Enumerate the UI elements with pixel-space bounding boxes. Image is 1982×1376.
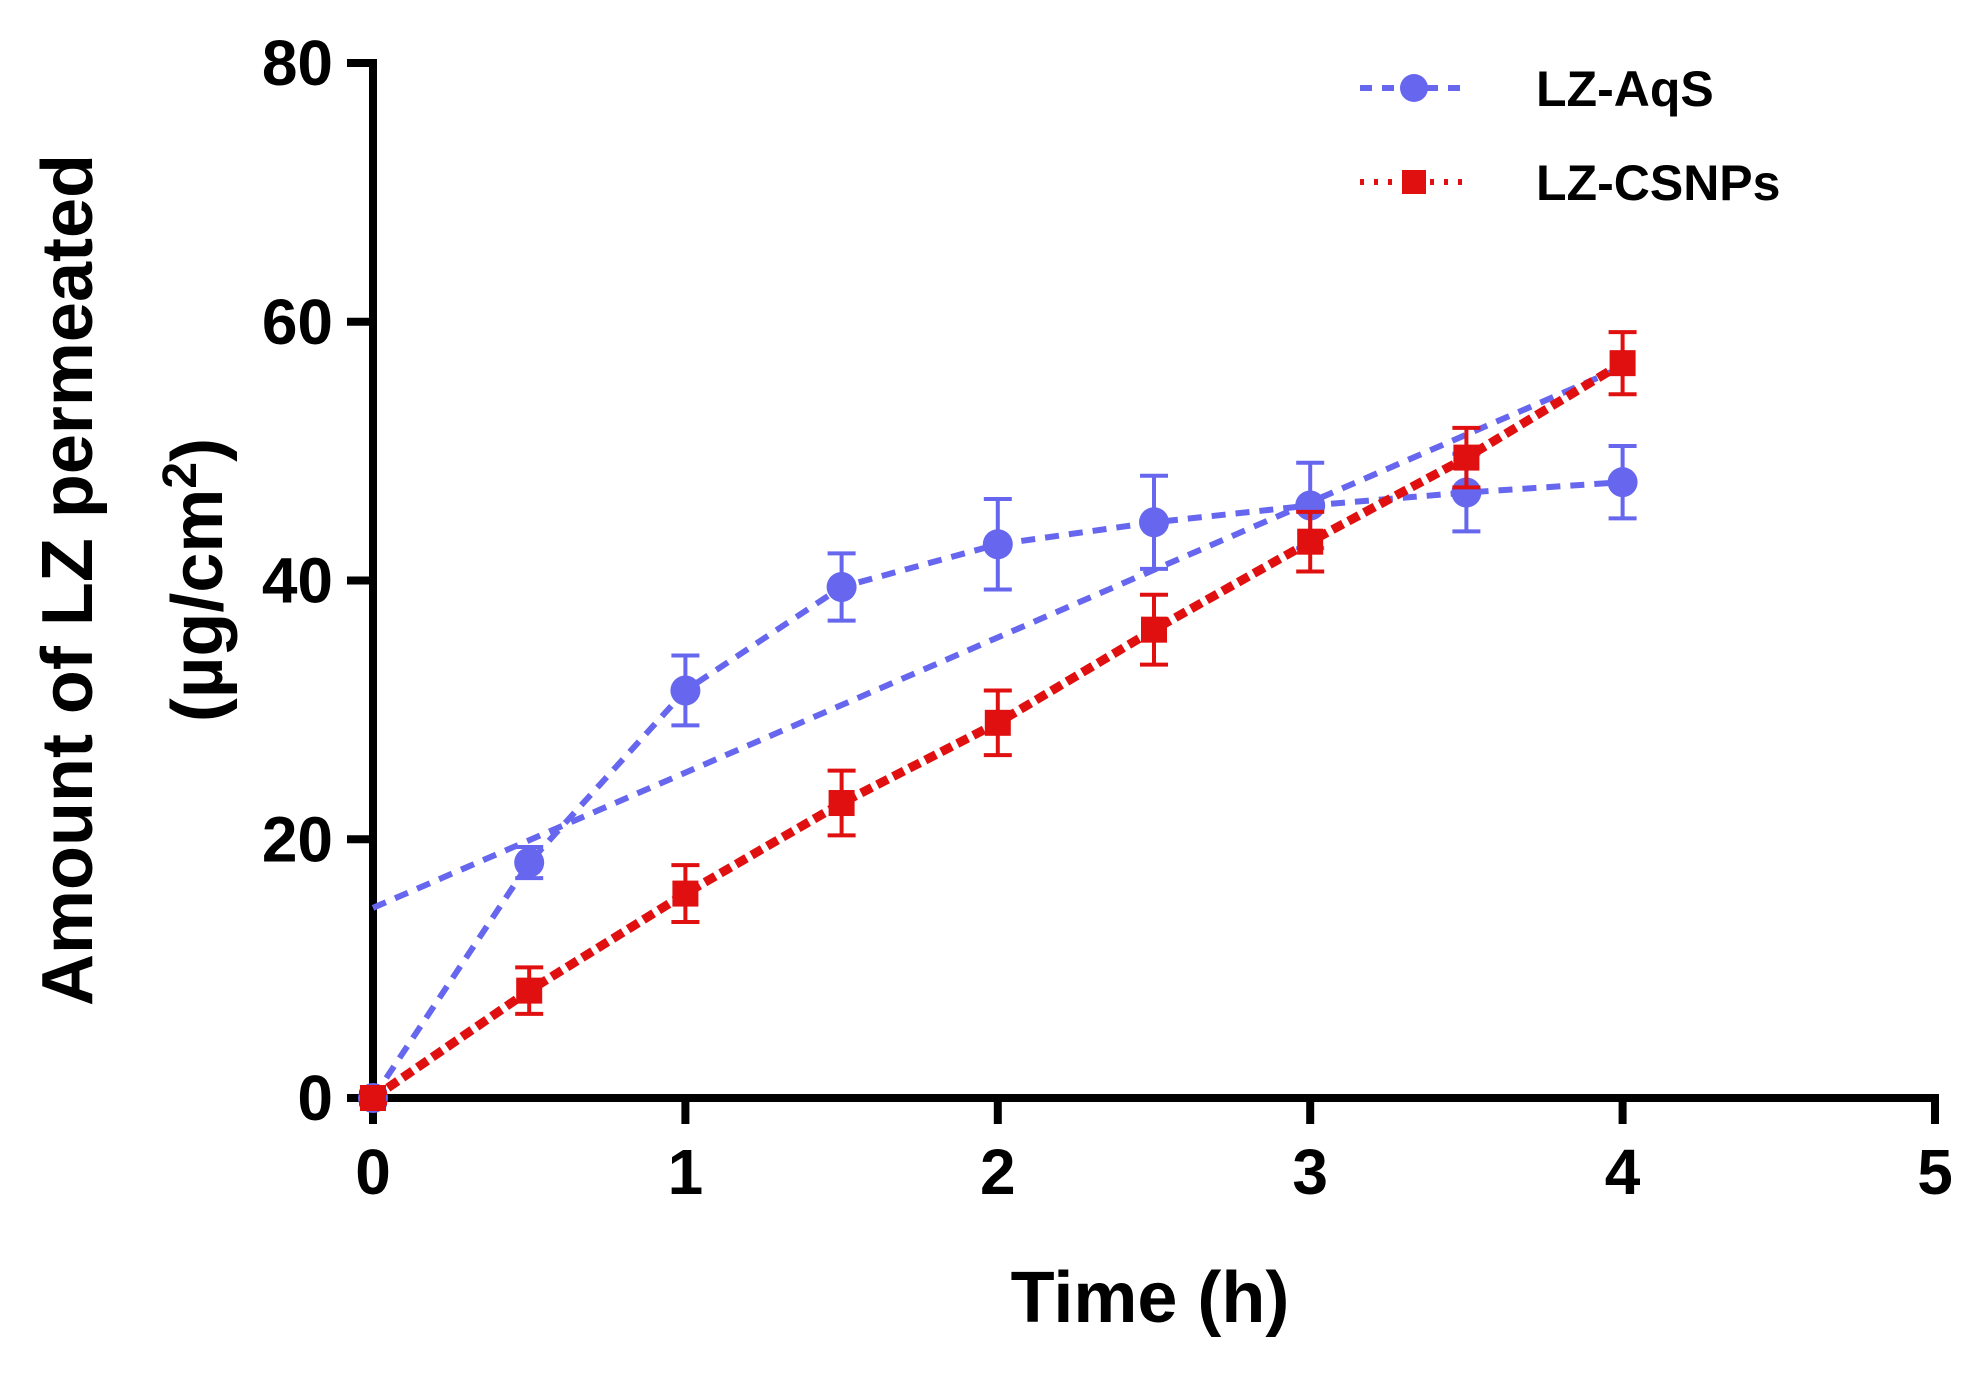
data-point-lz-aqs-3 [826, 571, 857, 602]
data-point-lz-csnps-3 [828, 790, 855, 817]
data-point-lz-aqs-5 [1139, 507, 1169, 538]
x-tick-label-1: 1 [668, 1136, 704, 1208]
x-tick-label-2: 2 [980, 1136, 1016, 1208]
series-lz-csnps [359, 330, 1637, 1111]
x-axis-title: Time (h) [1011, 1258, 1290, 1338]
y-axis-title-unit-suffix: ) [158, 438, 238, 462]
data-point-lz-csnps-5 [1141, 616, 1167, 643]
data-point-lz-csnps-6 [1297, 528, 1324, 555]
x-tick-label-0: 0 [355, 1136, 391, 1208]
data-point-lz-csnps-0 [360, 1085, 386, 1111]
x-tick-label-5: 5 [1917, 1136, 1953, 1208]
legend-label-lz-csnps: LZ-CSNPs [1536, 155, 1780, 211]
y-tick-label-80: 80 [262, 27, 333, 99]
data-point-lz-csnps-1 [516, 977, 543, 1004]
y-axis-title-line1: Amount of LZ permeated [28, 154, 108, 1006]
data-point-lz-aqs-4 [982, 529, 1013, 560]
data-point-lz-csnps-7 [1453, 444, 1480, 471]
data-point-lz-csnps-8 [1609, 350, 1636, 377]
y-axis-title-unit-prefix: (µg/cm [158, 489, 238, 723]
y-tick-label-60: 60 [262, 286, 333, 358]
x-tick-label-3: 3 [1292, 1136, 1328, 1208]
legend-marker-lz-aqs [1400, 74, 1428, 102]
y-axis-title-line2: (µg/cm2) [154, 438, 239, 722]
y-tick-label-20: 20 [262, 803, 333, 875]
data-point-lz-csnps-4 [984, 709, 1011, 736]
data-point-lz-aqs-1 [514, 847, 545, 878]
axes: 0 1 2 3 4 5 0 20 40 60 80 [262, 27, 1953, 1208]
legend-label-lz-aqs: LZ-AqS [1536, 61, 1714, 117]
data-point-lz-csnps-2 [672, 880, 699, 907]
series-lz-aqs [358, 364, 1638, 1113]
y-tick-label-40: 40 [262, 545, 333, 617]
data-point-lz-aqs-2 [670, 675, 701, 706]
legend: LZ-AqS LZ-CSNPs [1360, 61, 1780, 211]
trendline-lz-aqs [371, 364, 1624, 911]
data-point-lz-aqs-8 [1607, 467, 1638, 498]
legend-marker-lz-csnps [1402, 170, 1426, 194]
data-point-lz-aqs-7 [1451, 477, 1482, 508]
y-tick-label-0: 0 [297, 1062, 333, 1134]
series-layer [358, 330, 1638, 1113]
x-tick-label-4: 4 [1605, 1136, 1641, 1208]
y-axis-title-unit-sup: 2 [154, 462, 207, 489]
